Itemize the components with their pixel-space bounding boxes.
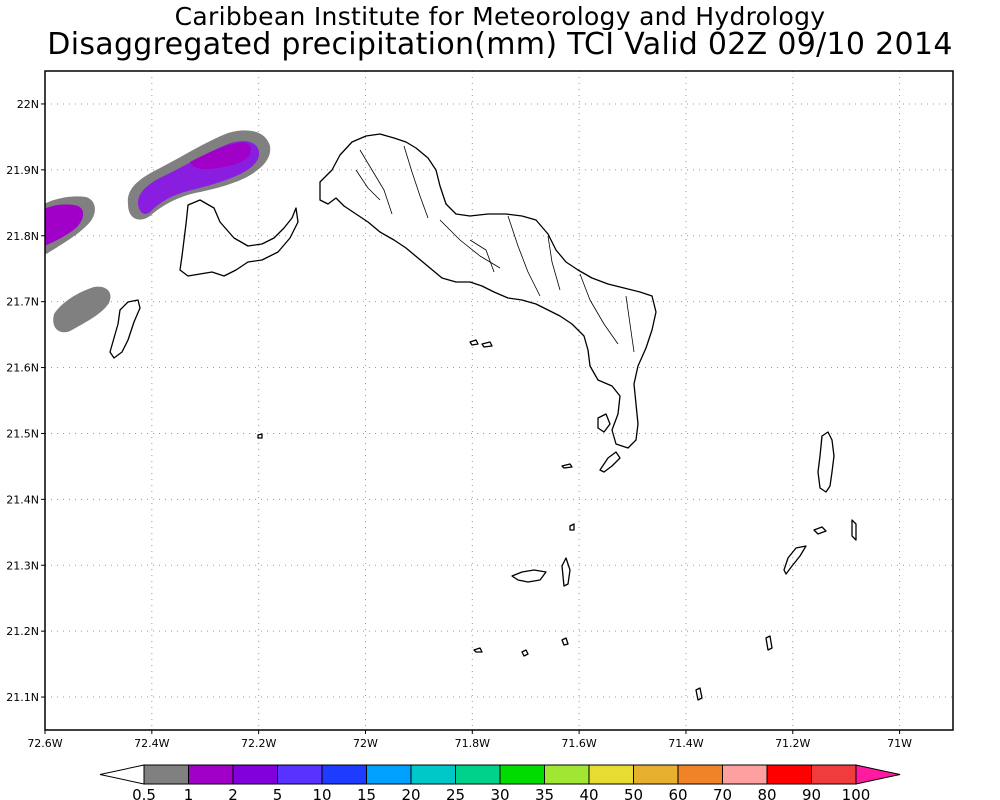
colorbar-swatch	[588, 764, 634, 785]
islet-small-1	[469, 339, 479, 346]
colorbar-swatch	[811, 764, 857, 785]
lon-tick-label: 72.4W	[134, 737, 169, 750]
colorbar-label: 70	[713, 786, 732, 800]
lat-tick-label: 21.2N	[6, 625, 39, 638]
lat-tick-label: 21.9N	[6, 164, 39, 177]
map-title-line2: Disaggregated precipitation(mm) TCI Vali…	[47, 27, 953, 62]
colorbar-swatch	[499, 764, 545, 785]
island-internal-lines	[355, 145, 635, 353]
colorbar-swatch	[188, 764, 234, 785]
islet-small-12	[569, 523, 575, 531]
island-salt-cay-area	[783, 545, 807, 575]
colorbar-label: 30	[490, 786, 509, 800]
islet-small-8	[851, 519, 857, 541]
colorbar-swatch	[633, 764, 679, 785]
colorbar-label: 15	[357, 786, 376, 800]
precipitation-shading	[45, 130, 271, 333]
colorbar-swatch	[232, 764, 278, 785]
lat-tick-label: 21.3N	[6, 559, 39, 572]
lat-tick-label: 21.8N	[6, 230, 39, 243]
colorbar-label: 10	[312, 786, 331, 800]
islet-small-11	[561, 637, 569, 646]
colorbar-under-triangle	[99, 764, 145, 785]
coastline	[109, 133, 857, 701]
colorbar-label: 2	[228, 786, 238, 800]
islet-small-5	[695, 687, 703, 701]
lon-tick-label: 71.2W	[775, 737, 810, 750]
colorbar-swatch	[722, 764, 768, 785]
colorbar-label: 100	[842, 786, 871, 800]
colorbar-label: 35	[535, 786, 554, 800]
colorbar-swatch	[455, 764, 501, 785]
colorbar-label: 50	[624, 786, 643, 800]
plot-frame	[44, 70, 954, 731]
lon-tick-label: 71.4W	[668, 737, 703, 750]
lon-tick-label: 71W	[887, 737, 912, 750]
islet-small-10	[521, 649, 529, 657]
colorbar-swatch	[277, 764, 323, 785]
colorbar-label: 5	[273, 786, 283, 800]
island-south-caicos	[511, 569, 547, 583]
colorbar-swatch	[544, 764, 590, 785]
island-providenciales	[179, 199, 299, 277]
colorbar-swatch	[143, 764, 189, 785]
island-north-middle-caicos	[319, 133, 657, 449]
lon-tick-label: 71.8W	[455, 737, 490, 750]
islet-small-4	[257, 433, 263, 439]
colorbar-label: 90	[802, 786, 821, 800]
lat-tick-label: 21.4N	[6, 493, 39, 506]
lat-tick-label: 21.6N	[6, 362, 39, 375]
colorbar-label: 40	[579, 786, 598, 800]
lon-tick-label: 71.6W	[561, 737, 596, 750]
colorbar-label: 20	[401, 786, 420, 800]
colorbar-label: 1	[184, 786, 194, 800]
colorbar-swatch	[766, 764, 812, 785]
colorbar-label: 0.5	[132, 786, 156, 800]
lon-tick-label: 72.2W	[241, 737, 276, 750]
latitude-tick-labels: 22N 21.9N 21.8N 21.7N 21.6N 21.5N 21.4N 21.3N 21…	[6, 98, 45, 704]
colorbar-label: 25	[446, 786, 465, 800]
rain-cell-southwest	[53, 286, 111, 333]
island-grand-turk	[817, 431, 835, 493]
islet-small-3	[561, 463, 573, 469]
colorbar-swatch	[677, 764, 723, 785]
colorbar-swatch	[366, 764, 412, 785]
islet-small-9	[473, 647, 483, 653]
grid-lines	[45, 71, 953, 730]
islet-small-6	[765, 635, 773, 651]
islet-small-2	[481, 341, 493, 348]
colorbar-swatch	[321, 764, 367, 785]
islet-south-caicos-east	[561, 557, 571, 587]
rain-cell-west-core	[45, 204, 83, 246]
lat-tick-label: 21.1N	[6, 691, 39, 704]
islet-chain-south	[599, 451, 621, 473]
islet-small-7	[813, 526, 827, 535]
colorbar: 0.5 1 2 5 10 15 20 25 30 35 40 50 60 70 80 90 100	[99, 764, 901, 800]
lat-tick-label: 21.5N	[6, 427, 39, 440]
colorbar-label: 60	[668, 786, 687, 800]
longitude-tick-labels: 72.6W 72.4W 72.2W 72W 71.8W 71.6W 71.4W 71.2W 71…	[27, 730, 912, 750]
lat-tick-label: 22N	[17, 98, 39, 111]
colorbar-over-triangle	[855, 764, 901, 785]
colorbar-swatch	[410, 764, 456, 785]
colorbar-label: 80	[757, 786, 776, 800]
lat-tick-label: 21.7N	[6, 296, 39, 309]
lon-tick-label: 72W	[353, 737, 378, 750]
island-west-caicos	[109, 299, 141, 359]
lon-tick-label: 72.6W	[27, 737, 62, 750]
islet-east-caicos-reef	[597, 413, 611, 433]
rain-cell-north-inner	[190, 142, 251, 170]
plot-area	[44, 70, 954, 731]
map-title-line1: Caribbean Institute for Meteorology and …	[174, 2, 826, 31]
